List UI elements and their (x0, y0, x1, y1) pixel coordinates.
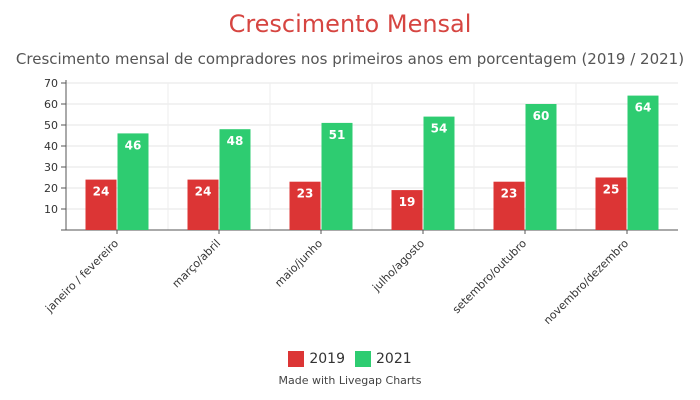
bar-2019 (289, 181, 321, 230)
y-tick-label: 70 (44, 77, 58, 90)
chart-subtitle: Crescimento mensal de compradores nos pr… (15, 50, 685, 68)
y-tick-label: 50 (44, 119, 58, 132)
y-tick-label: 10 (44, 203, 58, 216)
legend-swatch-2021 (355, 351, 371, 367)
bar-2021 (627, 95, 659, 230)
legend-label-2021: 2021 (376, 351, 412, 367)
legend-swatch-2019 (288, 351, 305, 367)
bar-2019 (187, 179, 219, 230)
bar-2021 (117, 133, 149, 230)
bar-value-label: 48 (227, 134, 244, 148)
credit-text: Made with Livegap Charts (278, 374, 422, 387)
legend-item-2021[interactable]: 2021 (355, 351, 412, 367)
bar-2019 (595, 177, 627, 230)
legend-label-2019: 2019 (309, 351, 345, 367)
x-tick-label: novembro/dezembro (541, 237, 631, 327)
bar-2021 (219, 129, 251, 230)
bar-2019 (493, 181, 525, 230)
bar-2021 (423, 116, 455, 230)
y-tick-label: 60 (44, 98, 58, 111)
bar-value-label: 24 (93, 185, 110, 199)
bar-value-label: 19 (399, 195, 416, 209)
bar-value-label: 60 (533, 109, 550, 123)
x-tick-label: julho/agosto (369, 237, 427, 295)
legend-item-2019[interactable]: 2019 (288, 351, 345, 367)
bar-value-label: 25 (603, 183, 620, 197)
y-tick-label: 20 (44, 182, 58, 195)
bar-2021 (525, 104, 557, 230)
bar-value-label: 23 (501, 187, 518, 201)
bar-2019 (391, 190, 423, 230)
y-tick-label: 30 (44, 161, 58, 174)
x-tick-label: maio/junho (272, 237, 325, 290)
x-tick-label: janeiro / fevereiro (42, 237, 121, 316)
y-tick-label: 40 (44, 140, 58, 153)
legend: 2019 2021 (0, 351, 700, 367)
bar-value-label: 23 (297, 187, 314, 201)
bar-value-label: 24 (195, 185, 212, 199)
x-tick-label: março/abril (170, 237, 223, 290)
x-tick-label: setembro/outubro (450, 237, 529, 316)
bar-2021 (321, 122, 353, 230)
bar-value-label: 54 (431, 122, 448, 136)
bar-2019 (85, 179, 117, 230)
bar-value-label: 64 (635, 101, 652, 115)
bar-value-label: 46 (125, 138, 142, 152)
bar-value-label: 51 (329, 128, 346, 142)
chart-title: Crescimento Mensal (228, 10, 472, 38)
